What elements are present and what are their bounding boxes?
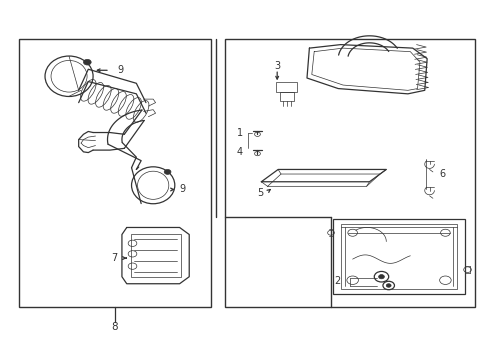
- Text: 1: 1: [237, 127, 243, 138]
- Text: 2: 2: [334, 276, 340, 286]
- Text: 9: 9: [117, 65, 123, 75]
- Circle shape: [378, 275, 384, 279]
- Bar: [130, 234, 180, 278]
- Circle shape: [386, 284, 390, 287]
- Bar: [340, 224, 456, 289]
- Text: 6: 6: [438, 169, 445, 179]
- Text: 5: 5: [257, 188, 263, 198]
- Bar: [276, 82, 297, 92]
- Bar: [19, 39, 210, 307]
- Text: 9: 9: [179, 184, 185, 194]
- Bar: [279, 92, 293, 101]
- Text: 8: 8: [111, 321, 118, 332]
- Text: 3: 3: [274, 61, 280, 71]
- Bar: [225, 39, 474, 307]
- Bar: [333, 219, 464, 294]
- Text: 7: 7: [111, 253, 117, 263]
- Circle shape: [83, 59, 91, 65]
- Circle shape: [164, 170, 171, 174]
- Text: 4: 4: [237, 147, 243, 157]
